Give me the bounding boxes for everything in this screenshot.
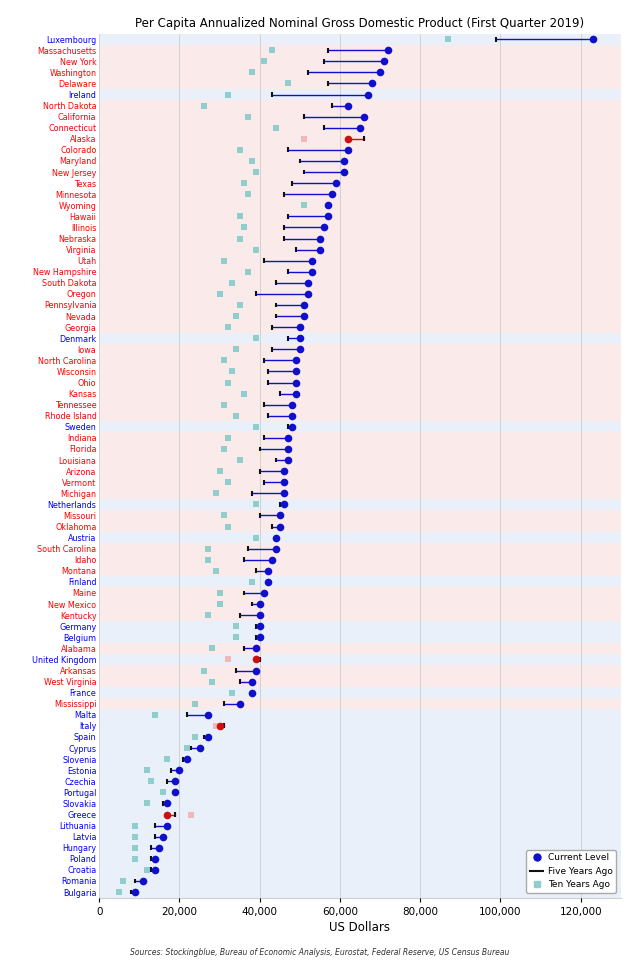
Bar [99,421,621,432]
Bar [99,565,621,576]
Bar [99,399,621,410]
Bar [99,34,621,45]
Bar [99,466,621,477]
Bar [99,532,621,543]
Bar [99,322,621,333]
Bar [99,67,621,78]
Bar [99,189,621,200]
Bar [99,632,621,643]
Bar [99,333,621,344]
Bar [99,288,621,300]
Bar [99,610,621,621]
Bar [99,156,621,166]
Bar [99,588,621,598]
Bar [99,78,621,89]
Bar [99,842,621,853]
Bar [99,754,621,765]
Title: Per Capita Annualized Nominal Gross Domestic Product (First Quarter 2019): Per Capita Annualized Nominal Gross Dome… [136,16,584,30]
Bar [99,886,621,898]
Bar [99,742,621,754]
Bar [99,643,621,654]
Bar [99,576,621,588]
Bar [99,133,621,144]
Bar [99,864,621,876]
Bar [99,510,621,521]
Bar [99,266,621,277]
Bar [99,621,621,632]
Bar [99,477,621,488]
Bar [99,166,621,178]
Bar [99,366,621,377]
Bar [99,687,621,698]
Bar [99,222,621,233]
Bar [99,698,621,709]
Bar [99,89,621,100]
Bar [99,244,621,255]
Bar [99,776,621,787]
Bar [99,111,621,122]
Bar [99,56,621,67]
Bar [99,211,621,222]
Bar [99,388,621,399]
Bar [99,765,621,776]
Bar [99,554,621,565]
Bar [99,300,621,310]
Bar [99,233,621,244]
Bar [99,665,621,676]
Bar [99,355,621,366]
Bar [99,654,621,665]
Bar [99,255,621,266]
Bar [99,45,621,56]
Bar [99,444,621,454]
Bar [99,732,621,742]
Bar [99,831,621,842]
Bar [99,720,621,732]
Bar [99,178,621,189]
Bar [99,454,621,466]
Bar [99,676,621,687]
Bar [99,876,621,886]
Bar [99,543,621,554]
Bar [99,787,621,798]
Bar [99,277,621,288]
Bar [99,521,621,532]
Bar [99,122,621,133]
Text: Sources: Stockingblue, Bureau of Economic Analysis, Eurostat, Federal Reserve, U: Sources: Stockingblue, Bureau of Economi… [131,948,509,957]
Bar [99,410,621,421]
Bar [99,488,621,499]
Bar [99,310,621,322]
Bar [99,598,621,610]
Bar [99,344,621,355]
Legend: Current Level, Five Years Ago, Ten Years Ago: Current Level, Five Years Ago, Ten Years… [526,850,616,893]
Bar [99,499,621,510]
Bar [99,144,621,156]
X-axis label: US Dollars: US Dollars [330,921,390,934]
Bar [99,798,621,809]
Bar [99,820,621,831]
Bar [99,853,621,864]
Bar [99,100,621,111]
Bar [99,200,621,211]
Bar [99,809,621,820]
Bar [99,377,621,388]
Bar [99,709,621,720]
Bar [99,432,621,444]
